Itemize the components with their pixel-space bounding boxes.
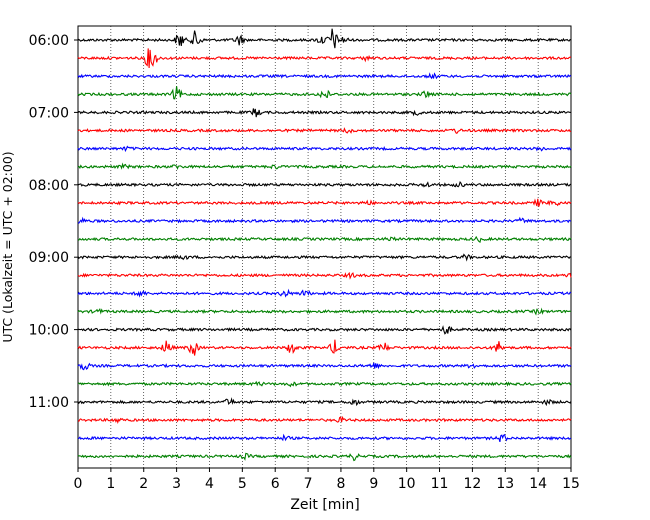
trace-1100 xyxy=(77,397,572,407)
trace-0730 xyxy=(77,145,572,153)
trace-0900 xyxy=(77,253,572,262)
trace-0715 xyxy=(77,127,571,134)
plot-area xyxy=(77,25,572,469)
x-tick-label: 10 xyxy=(398,476,416,492)
x-tick-label: 15 xyxy=(562,476,580,492)
x-tick-label: 0 xyxy=(74,476,83,492)
x-axis-label: Zeit [min] xyxy=(290,497,359,513)
trace-0845 xyxy=(77,235,572,244)
x-tick-label: 5 xyxy=(238,476,247,492)
y-tick-label: 07:00 xyxy=(29,105,69,121)
trace-1145 xyxy=(77,452,572,462)
x-tick-label: 13 xyxy=(496,476,514,492)
trace-0915 xyxy=(77,271,572,280)
trace-1015 xyxy=(77,339,572,356)
traces xyxy=(77,28,572,462)
x-tick-label: 7 xyxy=(304,476,313,492)
y-tick-label: 08:00 xyxy=(29,178,69,194)
trace-0815 xyxy=(77,198,572,207)
x-tick-label: 3 xyxy=(172,476,181,492)
x-tick-label: 6 xyxy=(271,476,280,492)
trace-0830 xyxy=(77,216,571,224)
x-tick-label: 12 xyxy=(463,476,481,492)
x-tick-label: 4 xyxy=(205,476,214,492)
plot-frame xyxy=(77,25,572,469)
trace-1115 xyxy=(77,415,572,424)
y-axis-label: UTC (Lokalzeit = UTC + 02:00) xyxy=(0,151,15,342)
trace-0645 xyxy=(77,86,572,100)
trace-1000 xyxy=(77,325,572,335)
trace-1045 xyxy=(77,380,572,388)
x-tick-label: 2 xyxy=(139,476,148,492)
x-axis: 0 1 2 3 4 5 6 7 8 9 10 11 12 13 14 15 xyxy=(74,468,580,492)
x-tick-label: 11 xyxy=(431,476,449,492)
y-tick-label: 09:00 xyxy=(29,250,69,266)
x-tick-label: 9 xyxy=(369,476,378,492)
x-tick-label: 8 xyxy=(336,476,345,492)
trace-1130 xyxy=(77,433,572,443)
trace-0930 xyxy=(77,288,572,298)
y-tick-label: 10:00 xyxy=(29,323,69,339)
y-tick-label: 11:00 xyxy=(29,395,69,411)
x-tick-label: 14 xyxy=(529,476,547,492)
trace-0745 xyxy=(77,162,572,170)
y-tick-label: 06:00 xyxy=(29,33,69,49)
trace-0630 xyxy=(77,72,572,80)
trace-0800 xyxy=(77,180,572,188)
trace-0615 xyxy=(77,48,572,69)
trace-1030 xyxy=(77,362,572,371)
trace-0600 xyxy=(77,28,572,49)
trace-0700 xyxy=(77,108,572,118)
x-tick-label: 1 xyxy=(106,476,115,492)
y-axis: 06:00 07:00 08:00 09:00 10:00 11:00 xyxy=(29,33,78,411)
trace-0945 xyxy=(77,307,572,316)
